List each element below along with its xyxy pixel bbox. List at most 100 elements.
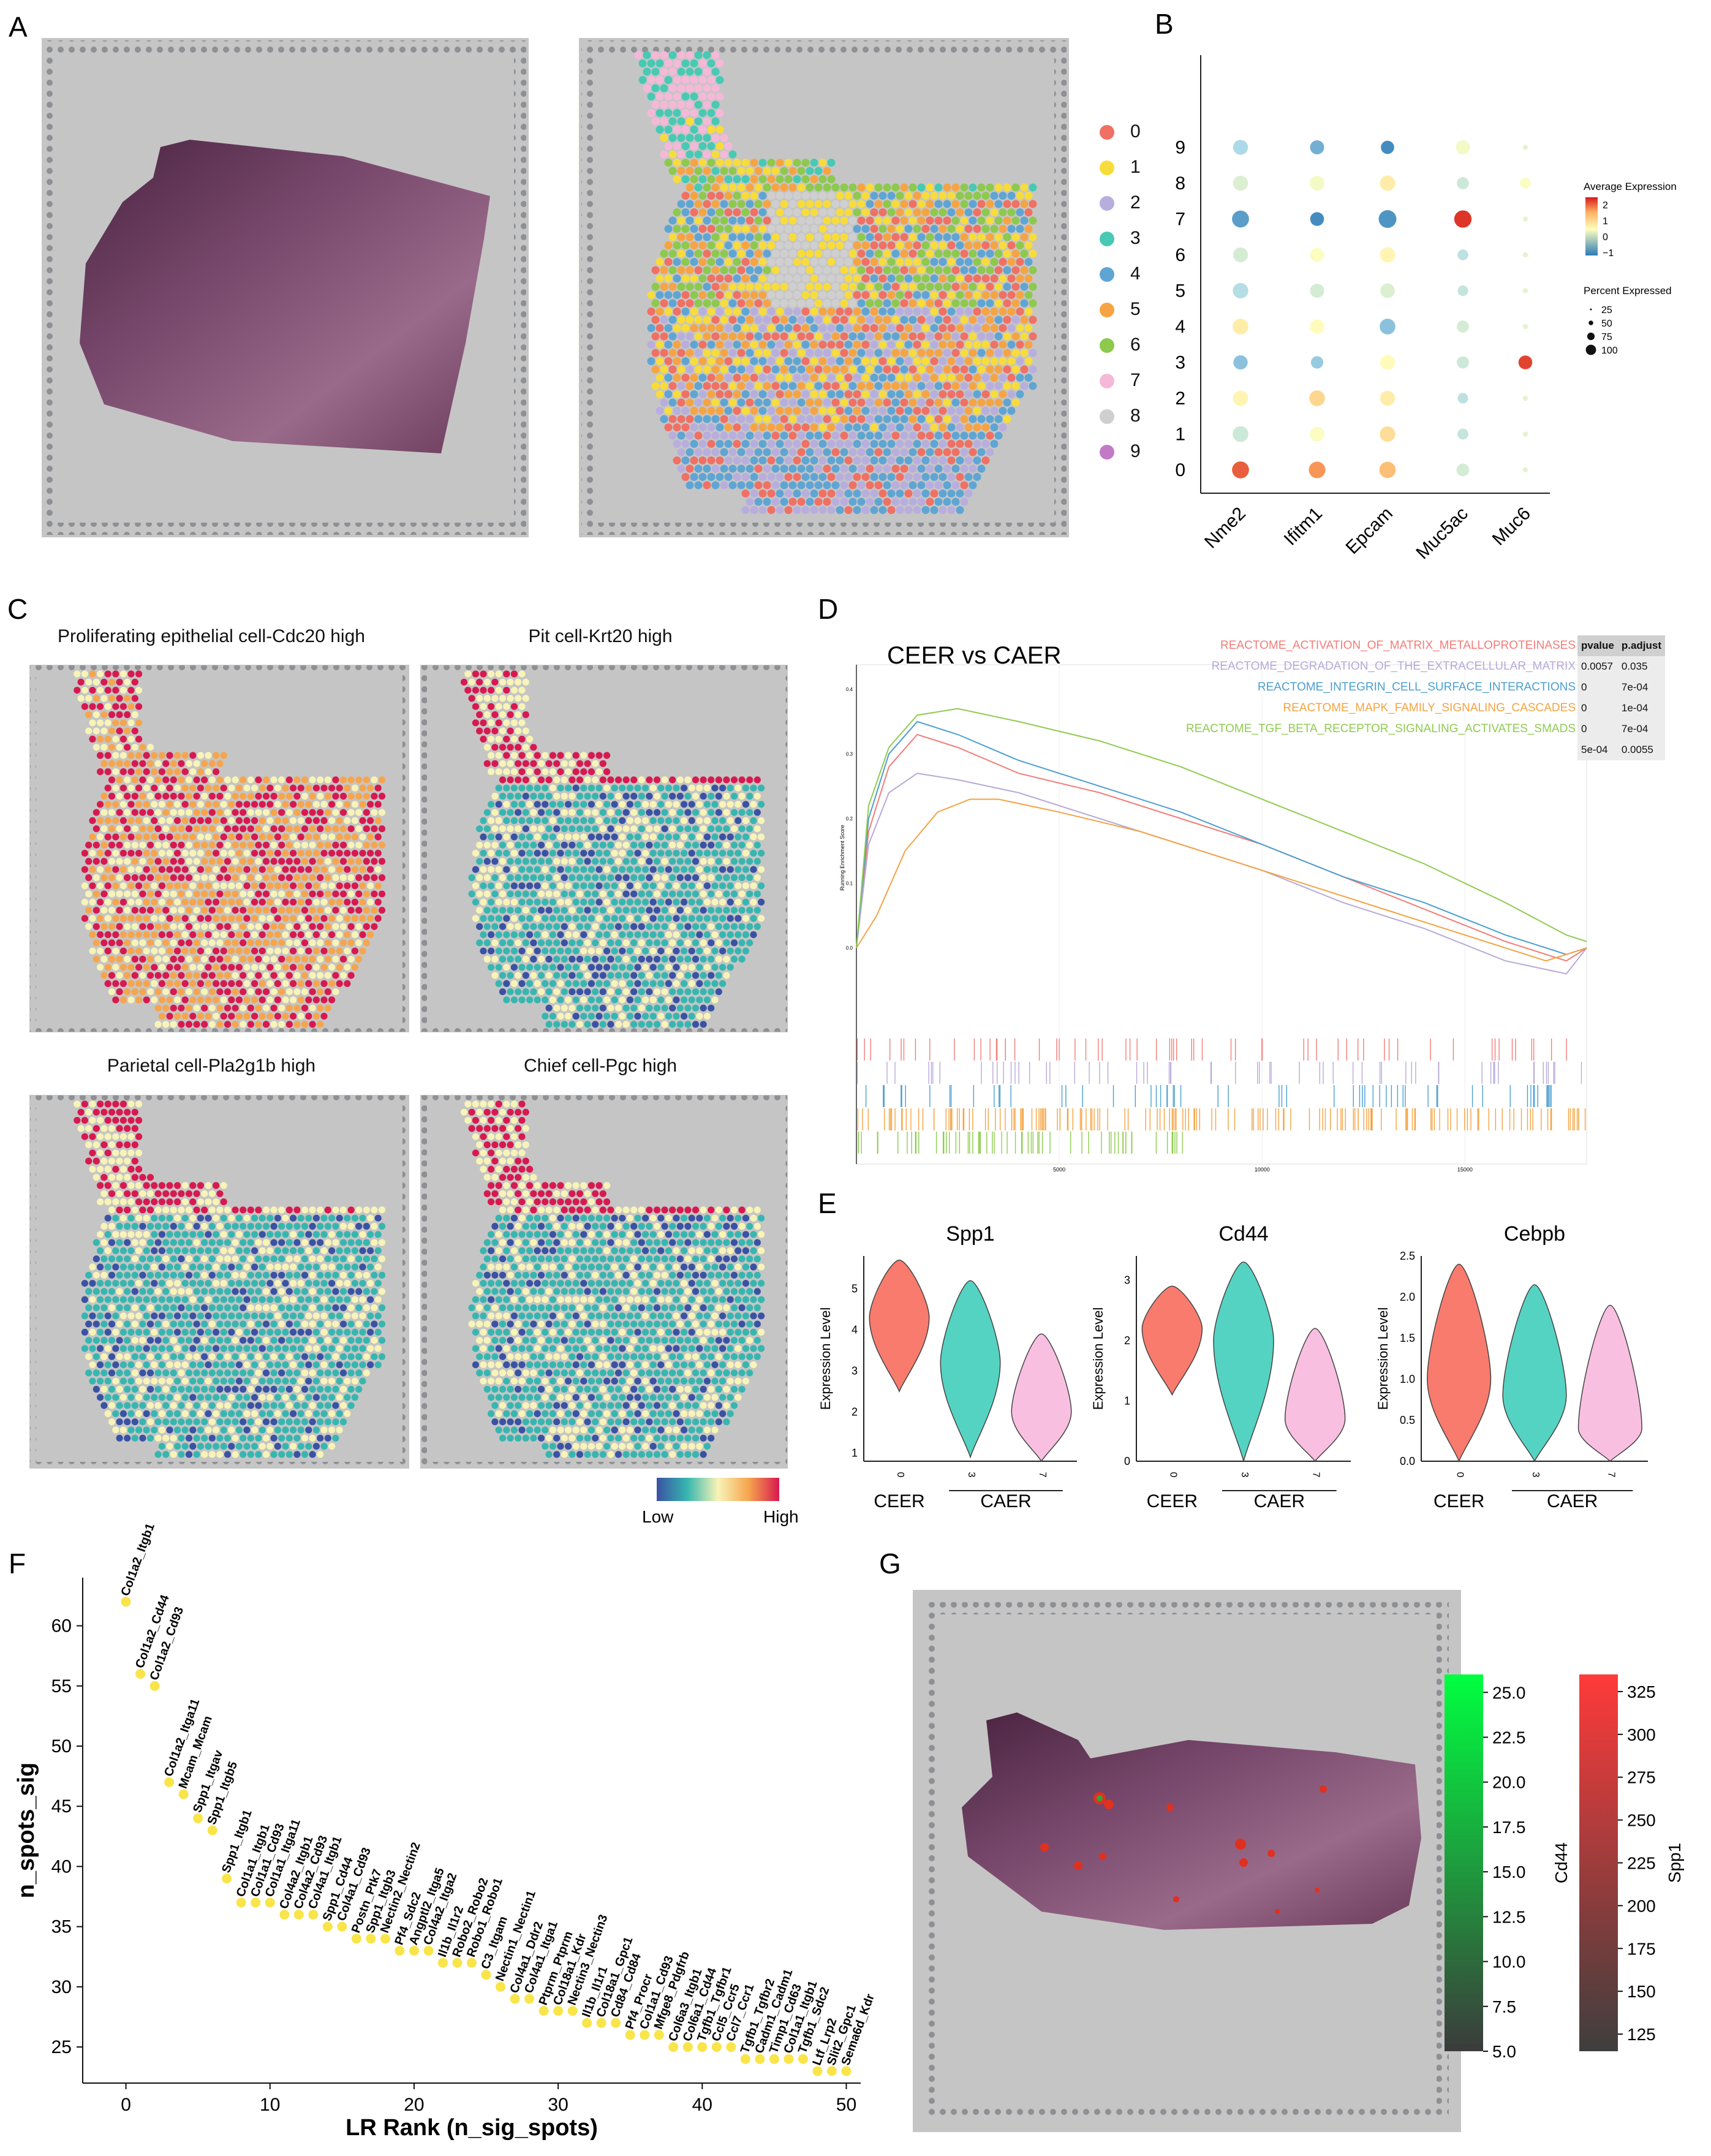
cluster-spot: [836, 440, 844, 448]
cell-score-spot: [669, 923, 676, 930]
cell-score-spot: [572, 801, 580, 808]
cell-score-spot: [727, 964, 734, 971]
cell-score-spot: [522, 923, 529, 930]
cluster-spot: [758, 208, 767, 216]
cell-score-spot: [347, 1255, 355, 1263]
cell-score-spot: [351, 964, 359, 971]
cell-score-spot: [224, 1255, 232, 1263]
cluster-spot: [900, 316, 908, 324]
cell-score-spot: [324, 1271, 331, 1279]
cell-score-spot: [317, 1021, 324, 1028]
cluster-spot: [969, 282, 977, 291]
cluster-spot: [1007, 258, 1016, 266]
cell-score-spot: [676, 907, 684, 914]
cell-score-spot: [255, 1320, 262, 1328]
x-tick-label: Nme2: [1201, 504, 1250, 553]
cell-score-spot: [270, 955, 278, 963]
cluster-spot: [673, 159, 681, 167]
cluster-spot: [681, 407, 690, 415]
cluster-spot: [728, 382, 737, 390]
cluster-spot: [840, 398, 848, 407]
cell-score-spot: [619, 947, 626, 955]
cell-score-spot: [131, 858, 138, 865]
cluster-spot: [981, 357, 990, 365]
cell-score-spot: [676, 809, 684, 816]
cell-score-spot: [205, 882, 212, 890]
cell-score-spot: [758, 866, 765, 873]
cell-score-spot: [208, 809, 216, 816]
cluster-spot: [883, 398, 891, 407]
cluster-spot: [969, 349, 977, 357]
cell-score-spot: [216, 1004, 224, 1012]
cell-score-spot: [205, 1214, 212, 1222]
cell-score-spot: [224, 809, 232, 816]
cell-score-spot: [572, 980, 580, 987]
cell-score-spot: [312, 1247, 320, 1254]
cluster-spot: [951, 266, 960, 274]
cluster-spot: [883, 282, 891, 291]
cluster-spot: [891, 464, 900, 473]
cluster-spot: [703, 316, 711, 324]
cell-score-spot: [320, 833, 328, 841]
cell-score-spot: [595, 850, 603, 857]
cluster-spot: [793, 258, 801, 266]
cell-score-spot: [328, 996, 336, 1004]
cell-score-spot: [89, 1100, 96, 1108]
cluster-spot: [908, 183, 917, 192]
cell-score-spot: [162, 1222, 170, 1230]
cell-score-spot: [665, 898, 672, 906]
cluster-spot: [767, 456, 776, 464]
cluster-spot: [694, 167, 703, 175]
cluster-spot: [716, 159, 724, 167]
cell-score-spot: [290, 1214, 297, 1222]
cluster-spot: [896, 440, 904, 448]
cell-score-spot: [572, 947, 580, 955]
cell-score-spot: [220, 947, 227, 955]
cluster-spot: [956, 490, 964, 497]
cell-score-spot: [301, 1004, 309, 1012]
cluster-spot: [793, 308, 801, 316]
cell-score-spot: [324, 890, 331, 898]
cell-score-spot: [305, 1214, 312, 1222]
cell-score-spot: [290, 1231, 297, 1238]
cell-score-spot: [545, 809, 553, 816]
cell-score-spot: [480, 719, 487, 727]
cell-score-spot: [542, 964, 549, 971]
cell-score-spot: [495, 801, 502, 808]
cell-score-spot: [324, 1304, 331, 1312]
cell-score-spot: [568, 988, 576, 996]
cell-score-spot: [692, 825, 700, 833]
cell-score-spot: [127, 1198, 135, 1206]
cluster-spot: [840, 448, 848, 456]
cell-score-spot: [135, 996, 143, 1004]
cluster-spot: [857, 481, 866, 490]
cluster-spot: [698, 308, 707, 316]
cluster-spot: [969, 448, 977, 456]
cluster-spot: [716, 308, 724, 316]
cell-score-spot: [572, 882, 580, 890]
cell-score-spot: [518, 719, 526, 727]
cell-score-spot: [503, 703, 510, 710]
cell-score-spot: [108, 841, 116, 849]
cell-score-spot: [259, 964, 266, 971]
cluster-spot: [720, 299, 728, 308]
cell-score-spot: [665, 850, 672, 857]
cell-score-spot: [336, 801, 343, 808]
cluster-spot: [926, 398, 934, 407]
cluster-spot: [823, 282, 831, 291]
cluster-spot: [848, 464, 857, 473]
cell-score-spot: [224, 972, 232, 979]
cluster-spot: [853, 192, 861, 200]
cell-score-spot: [274, 1263, 281, 1271]
cell-score-spot: [243, 801, 251, 808]
cluster-spot: [986, 183, 994, 192]
cluster-spot: [776, 357, 784, 365]
cell-score-spot: [154, 858, 162, 865]
cell-score-spot: [561, 907, 568, 914]
cluster-spot: [836, 274, 844, 282]
cell-score-spot: [131, 907, 138, 914]
cluster-spot: [694, 134, 703, 142]
cluster-spot: [917, 332, 926, 341]
cell-score-spot: [305, 1280, 312, 1287]
cluster-spot: [707, 440, 716, 448]
